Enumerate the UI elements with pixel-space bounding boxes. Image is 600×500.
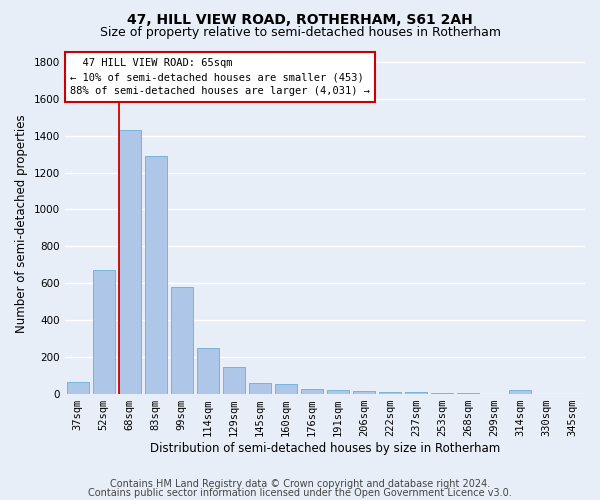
X-axis label: Distribution of semi-detached houses by size in Rotherham: Distribution of semi-detached houses by … [150,442,500,455]
Bar [119,130,141,394]
Bar [379,392,401,394]
Bar [431,392,453,394]
Bar [327,390,349,394]
Bar [249,383,271,394]
Bar [509,390,531,394]
Text: Contains public sector information licensed under the Open Government Licence v3: Contains public sector information licen… [88,488,512,498]
Text: Size of property relative to semi-detached houses in Rotherham: Size of property relative to semi-detach… [100,26,500,39]
Bar [170,287,193,394]
Bar [275,384,297,394]
Bar [457,393,479,394]
Bar [145,156,167,394]
Bar [92,270,115,394]
Bar [223,368,245,394]
Bar [405,392,427,394]
Bar [301,388,323,394]
Bar [197,348,219,394]
Y-axis label: Number of semi-detached properties: Number of semi-detached properties [15,114,28,332]
Bar [353,392,375,394]
Bar [67,382,89,394]
Text: Contains HM Land Registry data © Crown copyright and database right 2024.: Contains HM Land Registry data © Crown c… [110,479,490,489]
Text: 47, HILL VIEW ROAD, ROTHERHAM, S61 2AH: 47, HILL VIEW ROAD, ROTHERHAM, S61 2AH [127,12,473,26]
Text: 47 HILL VIEW ROAD: 65sqm
← 10% of semi-detached houses are smaller (453)
88% of : 47 HILL VIEW ROAD: 65sqm ← 10% of semi-d… [70,58,370,96]
